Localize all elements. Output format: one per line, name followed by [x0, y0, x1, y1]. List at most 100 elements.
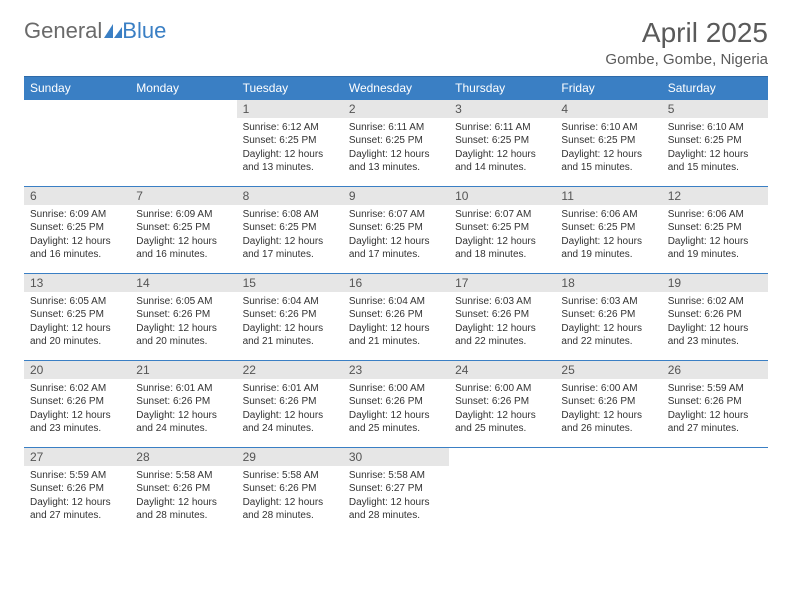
sunrise-text: Sunrise: 6:04 AM: [349, 295, 443, 309]
sunset-text: Sunset: 6:26 PM: [136, 482, 230, 496]
sunrise-text: Sunrise: 6:05 AM: [136, 295, 230, 309]
day-details: Sunrise: 6:06 AMSunset: 6:25 PMDaylight:…: [662, 205, 768, 266]
title-block: April 2025 Gombe, Gombe, Nigeria: [605, 18, 768, 68]
day-details: Sunrise: 6:05 AMSunset: 6:26 PMDaylight:…: [130, 292, 236, 353]
calendar-week-row: 13 Sunrise: 6:05 AM Sunset: 6:25 PM Dayligh…: [24, 273, 768, 360]
daylight-text: Daylight: 12 hours and 19 minutes.: [668, 235, 762, 262]
calendar-day-cell: 24 Sunrise: 6:00 AMSunset: 6:26 PMDayligh…: [449, 360, 555, 447]
sunrise-text: Sunrise: 6:03 AM: [455, 295, 549, 309]
sunrise-text: Sunrise: 6:01 AM: [243, 382, 337, 396]
day-number: 25: [555, 361, 661, 379]
sunset-text: Sunset: 6:26 PM: [243, 482, 337, 496]
sunrise-text: Sunrise: 5:58 AM: [349, 469, 443, 483]
sunset-text: Sunset: 6:25 PM: [668, 221, 762, 235]
calendar-day-cell: 29Sunrise: 5:58 AMSunset: 6:26 PMDayligh…: [237, 447, 343, 534]
sunset-text: Sunset: 6:26 PM: [243, 395, 337, 409]
sunset-text: Sunset: 6:25 PM: [349, 134, 443, 148]
day-details: Sunrise: 6:12 AMSunset: 6:25 PMDaylight:…: [237, 118, 343, 179]
sunrise-text: Sunrise: 5:58 AM: [136, 469, 230, 483]
calendar-day-cell: 18Sunrise: 6:03 AMSunset: 6:26 PMDayligh…: [555, 273, 661, 360]
sunrise-text: Sunrise: 6:06 AM: [668, 208, 762, 222]
calendar-table: SundayMondayTuesdayWednesdayThursdayFrid…: [24, 76, 768, 534]
day-number: 27: [24, 448, 130, 466]
calendar-day-cell: 8Sunrise: 6:08 AMSunset: 6:25 PMDaylight…: [237, 186, 343, 273]
calendar-day-cell: 11Sunrise: 6:06 AMSunset: 6:25 PMDayligh…: [555, 186, 661, 273]
daylight-text: Daylight: 12 hours and 18 minutes.: [455, 235, 549, 262]
sunrise-text: Sunrise: 6:11 AM: [455, 121, 549, 135]
daylight-text: Daylight: 12 hours and 22 minutes.: [561, 322, 655, 349]
day-number: 13: [24, 274, 130, 292]
calendar-day-cell: 3Sunrise: 6:11 AMSunset: 6:25 PMDaylight…: [449, 99, 555, 186]
day-number: 19: [662, 274, 768, 292]
brand-logo: General Blue: [24, 18, 166, 44]
calendar-page: General Blue April 2025 Gombe, Gombe, Ni…: [0, 0, 792, 552]
calendar-day-cell: 9Sunrise: 6:07 AMSunset: 6:25 PMDaylight…: [343, 186, 449, 273]
day-details: Sunrise: 5:58 AMSunset: 6:26 PMDaylight:…: [237, 466, 343, 527]
sunset-text: Sunset: 6:26 PM: [561, 308, 655, 322]
calendar-day-cell: 22Sunrise: 6:01 AMSunset: 6:26 PMDayligh…: [237, 360, 343, 447]
day-number: 11: [555, 187, 661, 205]
location-text: Gombe, Gombe, Nigeria: [605, 51, 768, 68]
daylight-text: Daylight: 12 hours and 25 minutes.: [455, 409, 549, 436]
sunrise-text: Sunrise: 6:00 AM: [349, 382, 443, 396]
brand-sail-icon: [104, 24, 122, 38]
sunrise-text: Sunrise: 6:04 AM: [243, 295, 337, 309]
calendar-day-cell: 10Sunrise: 6:07 AMSunset: 6:25 PMDayligh…: [449, 186, 555, 273]
day-number: 3: [449, 100, 555, 118]
calendar-day-cell: 13Sunrise: 6:05 AMSunset: 6:25 PMDayligh…: [24, 273, 130, 360]
calendar-day-cell: ..: [662, 447, 768, 534]
day-details: Sunrise: 6:07 AMSunset: 6:25 PMDaylight:…: [343, 205, 449, 266]
day-number: 22: [237, 361, 343, 379]
sunset-text: Sunset: 6:25 PM: [561, 221, 655, 235]
day-details: Sunrise: 6:11 AMSunset: 6:25 PMDaylight:…: [449, 118, 555, 179]
day-number: 2: [343, 100, 449, 118]
sunrise-text: Sunrise: 6:07 AM: [349, 208, 443, 222]
calendar-body: ....1Sunrise: 6:12 AMSunset: 6:25 PMDayl…: [24, 99, 768, 534]
calendar-day-cell: ..: [555, 447, 661, 534]
weekday-header: Tuesday: [237, 76, 343, 99]
daylight-text: Daylight: 12 hours and 14 minutes.: [455, 148, 549, 175]
sunrise-text: Sunrise: 6:06 AM: [561, 208, 655, 222]
daylight-text: Daylight: 12 hours and 22 minutes.: [455, 322, 549, 349]
calendar-weekday-header: SundayMondayTuesdayWednesdayThursdayFrid…: [24, 76, 768, 99]
day-number: 8: [237, 187, 343, 205]
sunset-text: Sunset: 6:27 PM: [349, 482, 443, 496]
calendar-day-cell: 15Sunrise: 6:04 AMSunset: 6:26 PMDayligh…: [237, 273, 343, 360]
day-number: 17: [449, 274, 555, 292]
daylight-text: Daylight: 12 hours and 17 minutes.: [349, 235, 443, 262]
sunset-text: Sunset: 6:25 PM: [30, 308, 124, 322]
day-details: Sunrise: 6:04 AMSunset: 6:26 PMDaylight:…: [237, 292, 343, 353]
calendar-day-cell: 30Sunrise: 5:58 AMSunset: 6:27 PMDayligh…: [343, 447, 449, 534]
day-details: Sunrise: 6:11 AMSunset: 6:25 PMDaylight:…: [343, 118, 449, 179]
day-details: Sunrise: 6:03 AMSunset: 6:26 PMDaylight:…: [555, 292, 661, 353]
calendar-day-cell: 12Sunrise: 6:06 AMSunset: 6:25 PMDayligh…: [662, 186, 768, 273]
calendar-day-cell: 6Sunrise: 6:09 AMSunset: 6:25 PMDaylight…: [24, 186, 130, 273]
sunrise-text: Sunrise: 6:00 AM: [455, 382, 549, 396]
sunrise-text: Sunrise: 5:59 AM: [668, 382, 762, 396]
calendar-day-cell: 4Sunrise: 6:10 AMSunset: 6:25 PMDaylight…: [555, 99, 661, 186]
day-number: 5: [662, 100, 768, 118]
day-details: Sunrise: 5:59 AMSunset: 6:26 PMDaylight:…: [662, 379, 768, 440]
day-details: Sunrise: 6:09 AMSunset: 6:25 PMDaylight:…: [130, 205, 236, 266]
day-number: 10: [449, 187, 555, 205]
day-number: 24: [449, 361, 555, 379]
day-number: 14: [130, 274, 236, 292]
weekday-header: Monday: [130, 76, 236, 99]
daylight-text: Daylight: 12 hours and 27 minutes.: [668, 409, 762, 436]
daylight-text: Daylight: 12 hours and 26 minutes.: [561, 409, 655, 436]
day-number: 4: [555, 100, 661, 118]
calendar-week-row: ....1Sunrise: 6:12 AMSunset: 6:25 PMDayl…: [24, 99, 768, 186]
sunrise-text: Sunrise: 6:03 AM: [561, 295, 655, 309]
calendar-day-cell: ..: [130, 99, 236, 186]
sunset-text: Sunset: 6:26 PM: [455, 395, 549, 409]
sunset-text: Sunset: 6:25 PM: [243, 221, 337, 235]
day-number: 9: [343, 187, 449, 205]
day-details: Sunrise: 6:08 AMSunset: 6:25 PMDaylight:…: [237, 205, 343, 266]
sunset-text: Sunset: 6:26 PM: [243, 308, 337, 322]
calendar-day-cell: 25Sunrise: 6:00 AMSunset: 6:26 PMDayligh…: [555, 360, 661, 447]
day-number: 18: [555, 274, 661, 292]
day-details: Sunrise: 5:58 AMSunset: 6:26 PMDaylight:…: [130, 466, 236, 527]
calendar-day-cell: 2Sunrise: 6:11 AMSunset: 6:25 PMDaylight…: [343, 99, 449, 186]
calendar-day-cell: 21Sunrise: 6:01 AMSunset: 6:26 PMDayligh…: [130, 360, 236, 447]
daylight-text: Daylight: 12 hours and 20 minutes.: [136, 322, 230, 349]
